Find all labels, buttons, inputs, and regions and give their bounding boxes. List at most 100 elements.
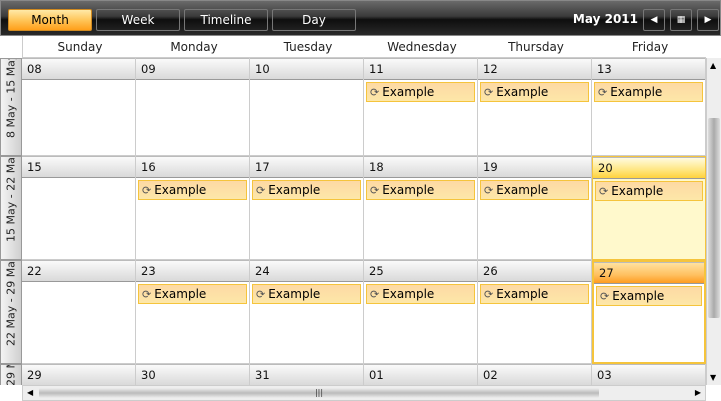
recurrence-icon: ⟳ <box>256 184 266 197</box>
recurrence-icon: ⟳ <box>256 288 266 301</box>
day-cell[interactable]: 13 ⟳ Example <box>592 58 706 156</box>
recurrence-icon: ⟳ <box>370 288 380 301</box>
day-cell[interactable]: 25 ⟳ Example <box>364 260 478 364</box>
view-day-button[interactable]: Day <box>272 9 356 31</box>
day-number[interactable]: 23 <box>136 260 249 282</box>
horizontal-scroll-thumb[interactable]: ||| <box>39 388 599 398</box>
day-cell[interactable]: 08 <box>22 58 136 156</box>
day-number[interactable]: 31 <box>250 364 363 385</box>
day-number[interactable]: 30 <box>136 364 249 385</box>
week-label[interactable]: 15 May - 22 May <box>0 156 22 260</box>
appointment[interactable]: ⟳ Example <box>252 180 361 200</box>
day-number[interactable]: 08 <box>22 58 135 80</box>
scroll-up-icon[interactable]: ▲ <box>710 61 717 70</box>
calendar-picker-button[interactable]: ▦ <box>670 9 692 31</box>
day-number[interactable]: 19 <box>478 156 591 178</box>
day-cell[interactable]: 10 <box>250 58 364 156</box>
day-cell[interactable]: 19 ⟳ Example <box>478 156 592 260</box>
day-cell[interactable]: 01 <box>364 364 478 385</box>
day-cell[interactable]: 09 <box>136 58 250 156</box>
day-number[interactable]: 15 <box>22 156 135 178</box>
recurrence-icon: ⟳ <box>600 290 610 303</box>
day-number[interactable]: 09 <box>136 58 249 80</box>
day-cell[interactable]: 15 <box>22 156 136 260</box>
week-label[interactable]: 29 May - 5 Jun <box>0 364 22 385</box>
day-cell[interactable]: 16 ⟳ Example <box>136 156 250 260</box>
appointment[interactable]: ⟳ Example <box>595 181 703 201</box>
day-cell[interactable]: 24 ⟳ Example <box>250 260 364 364</box>
day-cell[interactable]: 20 ⟳ Example <box>592 156 706 260</box>
day-number[interactable]: 27 <box>594 262 704 284</box>
week-label-text: 29 May - 5 Jun <box>5 365 18 385</box>
appointment-title: Example <box>382 287 435 301</box>
day-number[interactable]: 02 <box>478 364 591 385</box>
appointment[interactable]: ⟳ Example <box>138 284 247 304</box>
appointment[interactable]: ⟳ Example <box>596 286 702 306</box>
day-cell[interactable]: 26 ⟳ Example <box>478 260 592 364</box>
appointment[interactable]: ⟳ Example <box>138 180 247 200</box>
day-number[interactable]: 03 <box>592 364 705 385</box>
day-number[interactable]: 18 <box>364 156 477 178</box>
appointment[interactable]: ⟳ Example <box>480 180 589 200</box>
appointment-title: Example <box>382 85 435 99</box>
appointment[interactable]: ⟳ Example <box>480 284 589 304</box>
day-header-monday: Monday <box>170 40 218 54</box>
week-label[interactable]: 8 May - 15 May <box>0 58 22 156</box>
day-number[interactable]: 22 <box>22 260 135 282</box>
day-cell[interactable]: 27 ⟳ Example <box>592 260 706 364</box>
day-cell[interactable]: 03 <box>592 364 706 385</box>
day-number[interactable]: 25 <box>364 260 477 282</box>
day-number[interactable]: 16 <box>136 156 249 178</box>
day-number[interactable]: 20 <box>593 157 705 179</box>
scroll-left-icon[interactable]: ◀ <box>27 388 34 397</box>
day-number[interactable]: 12 <box>478 58 591 80</box>
recurrence-icon: ⟳ <box>142 184 152 197</box>
horizontal-scrollbar[interactable]: ◀ ||| ▶ <box>22 385 706 401</box>
appointment-title: Example <box>610 85 663 99</box>
day-cell[interactable]: 29 <box>22 364 136 385</box>
day-cell[interactable]: 31 <box>250 364 364 385</box>
day-number[interactable]: 24 <box>250 260 363 282</box>
day-number[interactable]: 26 <box>478 260 591 282</box>
appointment[interactable]: ⟳ Example <box>252 284 361 304</box>
vertical-scrollbar[interactable]: ▲ ▼ <box>706 58 721 385</box>
recurrence-icon: ⟳ <box>598 86 608 99</box>
view-timeline-button[interactable]: Timeline <box>184 9 268 31</box>
scroll-right-icon[interactable]: ▶ <box>694 388 701 397</box>
day-number[interactable]: 29 <box>22 364 135 385</box>
appointment[interactable]: ⟳ Example <box>594 82 703 102</box>
appointment[interactable]: ⟳ Example <box>366 180 475 200</box>
appointment-title: Example <box>154 287 207 301</box>
recurrence-icon: ⟳ <box>484 86 494 99</box>
appointment-title: Example <box>382 183 435 197</box>
view-month-button[interactable]: Month <box>8 9 92 31</box>
day-cell[interactable]: 02 <box>478 364 592 385</box>
appointment[interactable]: ⟳ Example <box>366 82 475 102</box>
appointment-title: Example <box>154 183 207 197</box>
day-cell[interactable]: 17 ⟳ Example <box>250 156 364 260</box>
vertical-scroll-thumb[interactable] <box>708 118 720 318</box>
day-cell[interactable]: 18 ⟳ Example <box>364 156 478 260</box>
day-number[interactable]: 01 <box>364 364 477 385</box>
next-month-button[interactable]: ▶ <box>697 9 719 31</box>
appointment[interactable]: ⟳ Example <box>480 82 589 102</box>
day-number[interactable]: 17 <box>250 156 363 178</box>
scroll-down-icon[interactable]: ▼ <box>710 373 717 382</box>
day-cell[interactable]: 11 ⟳ Example <box>364 58 478 156</box>
day-number[interactable]: 13 <box>592 58 705 80</box>
day-cell[interactable]: 22 <box>22 260 136 364</box>
appointment-title: Example <box>611 184 664 198</box>
prev-month-button[interactable]: ◀ <box>643 9 665 31</box>
appointment-title: Example <box>496 183 549 197</box>
recurrence-icon: ⟳ <box>484 184 494 197</box>
day-cell[interactable]: 30 <box>136 364 250 385</box>
view-week-button[interactable]: Week <box>96 9 180 31</box>
day-cell[interactable]: 23 ⟳ Example <box>136 260 250 364</box>
day-cell[interactable]: 12 ⟳ Example <box>478 58 592 156</box>
month-label: May 2011 <box>572 12 638 26</box>
day-number[interactable]: 11 <box>364 58 477 80</box>
week-label-text: 22 May - 29 May <box>4 260 18 346</box>
week-label[interactable]: 22 May - 29 May <box>0 260 22 364</box>
appointment[interactable]: ⟳ Example <box>366 284 475 304</box>
day-number[interactable]: 10 <box>250 58 363 80</box>
